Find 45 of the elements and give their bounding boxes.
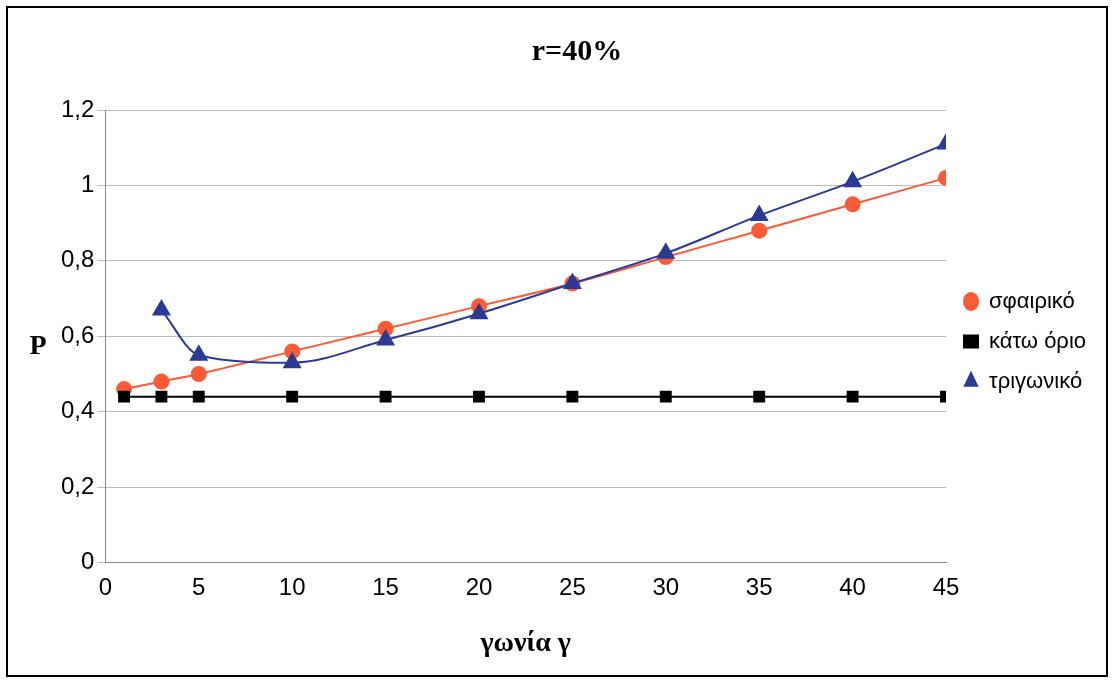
chart-title: r=40% <box>531 32 623 66</box>
point <box>473 390 485 403</box>
y-axis-title: P <box>29 328 47 360</box>
point <box>750 205 768 222</box>
point <box>283 352 301 369</box>
y-tick-label: 0,8 <box>60 245 95 273</box>
legend-label: τριγωνικό <box>989 367 1083 393</box>
x-axis-title: γωνία γ <box>479 626 571 658</box>
point <box>152 299 171 316</box>
point <box>118 390 130 403</box>
point <box>189 345 208 361</box>
x-tick-label: 30 <box>652 572 680 600</box>
point <box>379 390 392 403</box>
point <box>566 390 579 403</box>
x-tick-label: 45 <box>932 572 960 600</box>
legend-label: σφαιρικό <box>989 287 1075 313</box>
x-tick-label: 15 <box>372 572 399 600</box>
y-tick-label: 0,4 <box>60 396 95 424</box>
point <box>155 390 168 403</box>
point <box>843 171 862 188</box>
point <box>753 390 766 403</box>
x-tick-label: 35 <box>745 572 773 600</box>
x-tick-label: 25 <box>559 572 586 600</box>
point <box>659 390 672 403</box>
y-tick-label: 0,2 <box>60 471 95 499</box>
x-tick-label: 10 <box>278 572 306 600</box>
y-tick-label: 0,6 <box>60 320 95 348</box>
point <box>846 390 859 403</box>
y-tick-label: 1,2 <box>60 94 95 122</box>
y-tick-label: 1 <box>81 170 95 198</box>
point <box>286 390 299 403</box>
point <box>470 303 488 320</box>
point <box>192 390 205 403</box>
x-tick-label: 20 <box>465 572 493 600</box>
point <box>376 330 395 346</box>
point <box>751 222 768 239</box>
x-tick-label: 0 <box>98 572 113 600</box>
point <box>190 366 207 383</box>
y-tick-label: 0 <box>81 547 95 575</box>
legend-label: κάτω όριο <box>989 327 1087 353</box>
point <box>657 243 675 259</box>
point <box>844 196 861 213</box>
x-tick-label: 40 <box>839 572 866 600</box>
point <box>153 373 170 390</box>
x-tick-label: 5 <box>192 572 206 600</box>
